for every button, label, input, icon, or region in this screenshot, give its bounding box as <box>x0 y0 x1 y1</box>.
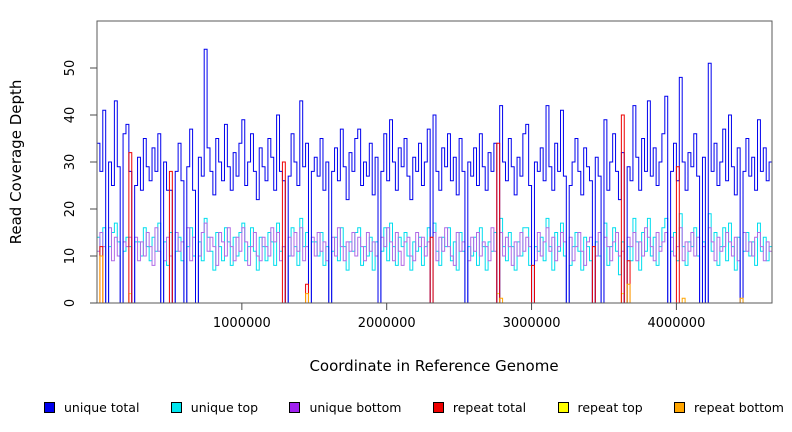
series-layer <box>97 48 772 304</box>
axis-layer: 1000000 2000000 3000000 4000000 0 10 20 30 40 50 <box>63 60 705 331</box>
x-tick-label: 1000000 <box>213 316 271 331</box>
legend-label: repeat top <box>577 399 643 415</box>
repeat-bottom-swatch-icon <box>674 401 686 413</box>
x-tick-label: 2000000 <box>358 316 416 331</box>
y-tick-label: 40 <box>63 107 78 124</box>
series-unique-total <box>97 48 772 304</box>
legend-item-repeat-top: repeat top <box>557 399 643 415</box>
coverage-plot: 1000000 2000000 3000000 400000001020304050 … <box>7 20 773 375</box>
x-axis-title: Coordinate in Reference Genome <box>309 357 558 375</box>
legend-label: unique bottom <box>309 399 402 415</box>
legend-label: repeat total <box>452 399 527 415</box>
y-axis-title: Read Coverage Depth <box>7 80 25 245</box>
legend-label: unique total <box>64 399 140 415</box>
y-tick-label: 30 <box>63 154 78 171</box>
legend-item-unique-total: unique total <box>44 400 139 415</box>
legend-item-repeat-total: repeat total <box>432 399 527 415</box>
y-tick-label: 50 <box>63 60 78 77</box>
legend-item-repeat-bottom: repeat bottom <box>674 400 784 415</box>
repeat-total-swatch-icon <box>432 401 444 413</box>
legend-label: unique top <box>190 399 259 415</box>
repeat-top-swatch-icon <box>557 401 569 413</box>
legend-label: repeat bottom <box>694 399 784 415</box>
x-tick-label: 4000000 <box>647 316 705 331</box>
series-unique-bottom <box>97 222 772 304</box>
unique-top-swatch-icon <box>170 401 182 413</box>
y-tick-label: 20 <box>63 201 78 218</box>
legend-item-unique-bottom: unique bottom <box>289 399 402 415</box>
y-tick-label: 0 <box>63 299 78 307</box>
legend-item-unique-top: unique top <box>170 399 259 415</box>
unique-total-swatch-icon <box>44 401 55 413</box>
chart-legend: unique total unique top unique bottom re… <box>44 397 784 417</box>
x-tick-label: 3000000 <box>503 316 561 331</box>
unique-bottom-swatch-icon <box>289 401 301 413</box>
y-tick-label: 10 <box>63 248 78 265</box>
